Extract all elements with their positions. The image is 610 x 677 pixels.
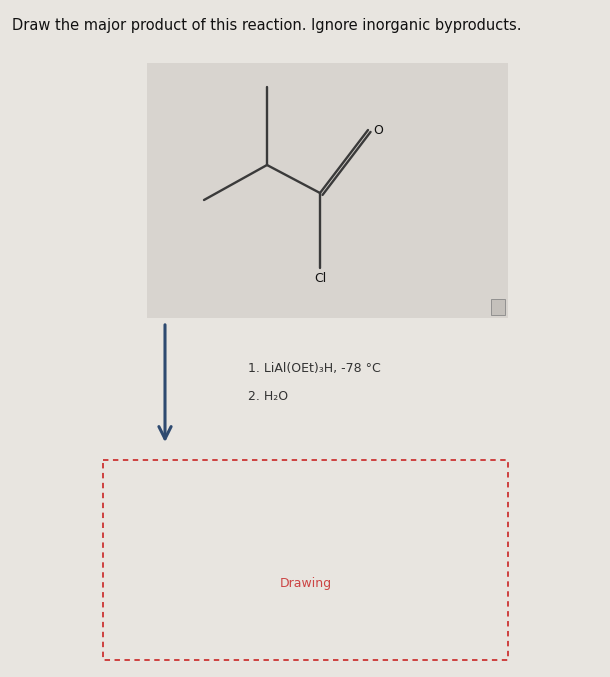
Text: 2. H₂O: 2. H₂O — [248, 390, 288, 403]
Text: Drawing: Drawing — [279, 577, 332, 590]
Bar — [103, 460, 508, 660]
Text: O: O — [373, 123, 383, 137]
Text: Cl: Cl — [314, 272, 326, 285]
Bar — [491, 299, 505, 315]
Bar — [147, 63, 508, 318]
Text: 1. LiAl(OEt)₃H, -78 °C: 1. LiAl(OEt)₃H, -78 °C — [248, 362, 381, 375]
Text: Draw the major product of this reaction. Ignore inorganic byproducts.: Draw the major product of this reaction.… — [12, 18, 522, 33]
